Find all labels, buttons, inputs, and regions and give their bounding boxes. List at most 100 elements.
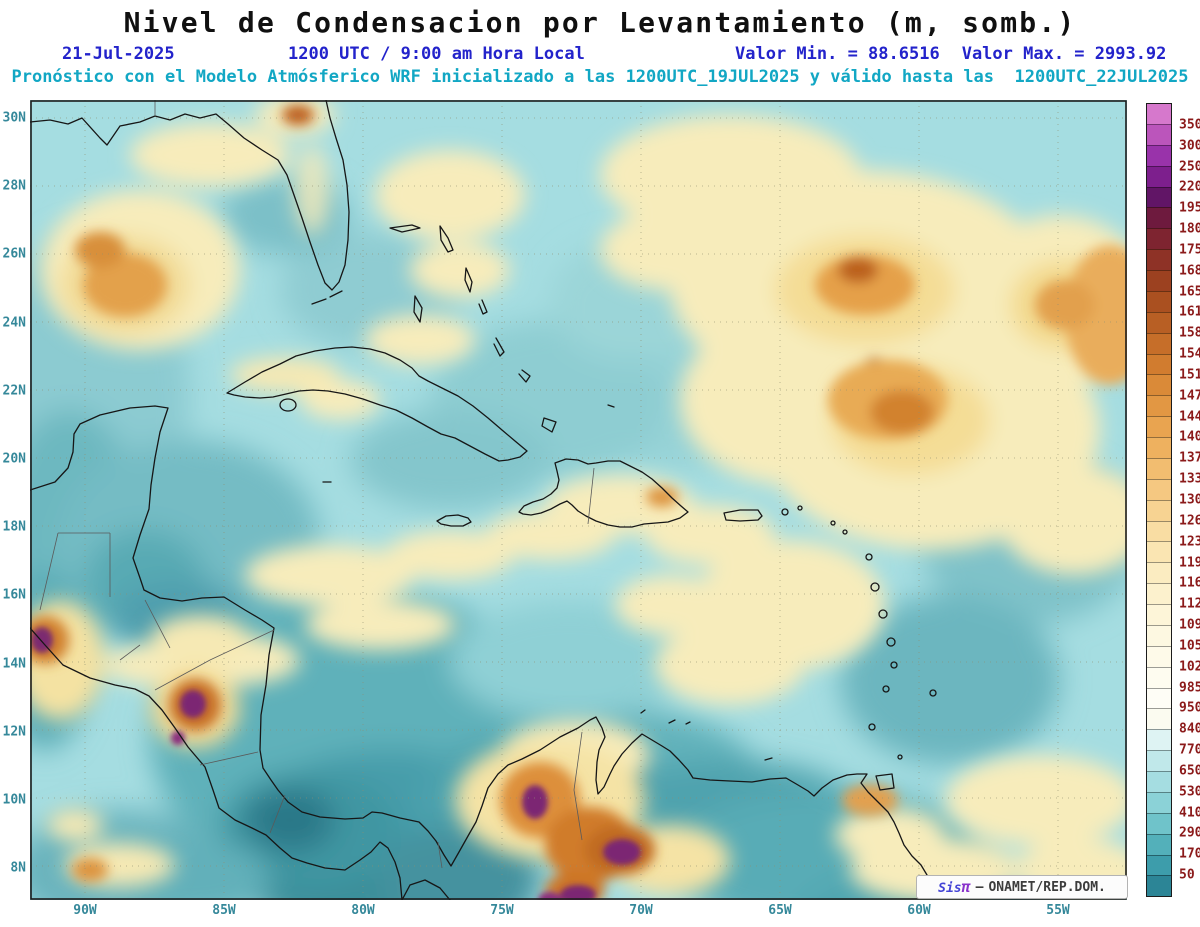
- colorbar-level-1545: 1545: [1179, 346, 1200, 362]
- sispi-logo: Sisπ: [938, 878, 971, 896]
- colorbar-level-1090: 1090: [1179, 617, 1200, 633]
- lat-label-20N: 20N: [2, 451, 26, 467]
- lat-label-28N: 28N: [2, 178, 26, 194]
- lat-label-18N: 18N: [2, 519, 26, 535]
- lon-label-70W: 70W: [629, 903, 653, 918]
- colorbar-segment-22: [1147, 562, 1171, 584]
- minmax-values: Valor Min. = 88.6516 Valor Max. = 2993.9…: [735, 44, 1166, 64]
- colorbar-level-2500: 2500: [1179, 159, 1200, 175]
- lat-axis-labels: 30N 28N 26N 24N 22N 20N 18N 16N 14N 12N 10N 8N: [0, 0, 28, 927]
- colorbar-level-1160: 1160: [1179, 575, 1200, 591]
- colorbar-segment-20: [1147, 520, 1171, 542]
- lat-label-10N: 10N: [2, 792, 26, 808]
- colorbar-level-650: 650: [1179, 763, 1200, 779]
- colorbar-level-1055: 1055: [1179, 638, 1200, 654]
- colorbar-segment-0: [1147, 104, 1171, 124]
- colorbar-level-1230: 1230: [1179, 534, 1200, 550]
- colorbar-segment-13: [1147, 374, 1171, 396]
- colorbar-segment-28: [1147, 687, 1171, 709]
- colorbar-segment-17: [1147, 457, 1171, 479]
- lat-label-22N: 22N: [2, 383, 26, 399]
- map-frame-border: [30, 100, 1127, 900]
- colorbar-level-1405: 1405: [1179, 429, 1200, 445]
- lon-label-60W: 60W: [907, 903, 931, 918]
- lon-label-90W: 90W: [73, 903, 97, 918]
- colorbar-level-170: 170: [1179, 846, 1200, 862]
- colorbar-segment-15: [1147, 416, 1171, 437]
- colorbar-segment-32: [1147, 771, 1171, 792]
- colorbar-segment-23: [1147, 583, 1171, 604]
- colorbar-level-1950: 1950: [1179, 200, 1200, 216]
- colorbar-level-1195: 1195: [1179, 555, 1200, 571]
- colorbar-segment-3: [1147, 165, 1171, 187]
- colorbar-segment-14: [1147, 395, 1171, 417]
- colorbar-level-770: 770: [1179, 742, 1200, 758]
- colorbar: [1146, 103, 1172, 897]
- colorbar-segment-12: [1147, 353, 1171, 375]
- colorbar-segment-5: [1147, 207, 1171, 229]
- colorbar-segment-19: [1147, 499, 1171, 521]
- colorbar-level-labels: 3500 3000 2500 2200 1950 1800 1750 1685 1650 1615…: [1179, 0, 1200, 927]
- colorbar-level-1615: 1615: [1179, 304, 1200, 320]
- colorbar-level-1580: 1580: [1179, 325, 1200, 341]
- colorbar-segment-6: [1147, 228, 1171, 250]
- colorbar-segment-1: [1147, 123, 1171, 145]
- watermark-separator: –: [975, 879, 984, 895]
- colorbar-level-840: 840: [1179, 721, 1200, 737]
- lon-label-80W: 80W: [351, 903, 375, 918]
- colorbar-level-290: 290: [1179, 825, 1200, 841]
- colorbar-segment-21: [1147, 541, 1171, 563]
- colorbar-segment-16: [1147, 437, 1171, 458]
- watermark-badge: Sisπ – ONAMET/REP.DOM.: [916, 875, 1128, 899]
- lat-label-24N: 24N: [2, 315, 26, 331]
- colorbar-segment-4: [1147, 186, 1171, 208]
- lon-label-65W: 65W: [768, 903, 792, 918]
- colorbar-level-530: 530: [1179, 784, 1200, 800]
- colorbar-segment-36: [1147, 854, 1171, 876]
- colorbar-level-1685: 1685: [1179, 263, 1200, 279]
- colorbar-segment-2: [1147, 144, 1171, 166]
- colorbar-segment-11: [1147, 332, 1171, 354]
- colorbar-segment-10: [1147, 311, 1171, 333]
- colorbar-level-1125: 1125: [1179, 596, 1200, 612]
- colorbar-level-985: 985: [1179, 680, 1200, 696]
- colorbar-level-1510: 1510: [1179, 367, 1200, 383]
- colorbar-segment-35: [1147, 833, 1171, 855]
- lon-label-85W: 85W: [212, 903, 236, 918]
- gridlines: [30, 100, 1127, 900]
- lat-label-12N: 12N: [2, 724, 26, 740]
- colorbar-level-1020: 1020: [1179, 659, 1200, 675]
- colorbar-segment-24: [1147, 604, 1171, 625]
- colorbar-segment-37: [1147, 875, 1171, 897]
- colorbar-level-1300: 1300: [1179, 492, 1200, 508]
- pi-symbol: π: [961, 878, 971, 896]
- valid-date: 21-Jul-2025: [62, 44, 175, 64]
- colorbar-level-3000: 3000: [1179, 138, 1200, 154]
- colorbar-segment-33: [1147, 791, 1171, 813]
- valid-time: 1200 UTC / 9:00 am Hora Local: [288, 44, 585, 64]
- map-canvas: [30, 100, 1127, 900]
- colorbar-level-1650: 1650: [1179, 284, 1200, 300]
- colorbar-segment-7: [1147, 249, 1171, 270]
- coastlines-layer: [30, 100, 937, 900]
- colorbar-level-3500: 3500: [1179, 117, 1200, 133]
- lat-label-14N: 14N: [2, 656, 26, 672]
- lat-label-8N: 8N: [10, 860, 26, 876]
- colorbar-segment-26: [1147, 645, 1171, 667]
- colorbar-level-1800: 1800: [1179, 221, 1200, 237]
- lat-label-30N: 30N: [2, 110, 26, 126]
- colorbar-level-1370: 1370: [1179, 450, 1200, 466]
- colorbar-segment-34: [1147, 812, 1171, 834]
- forecast-info-line: Pronóstico con el Modelo Atmósferico WRF…: [11, 67, 1189, 87]
- orange-core-layer: [30, 105, 1127, 900]
- lat-label-16N: 16N: [2, 587, 26, 603]
- colorbar-segment-9: [1147, 290, 1171, 312]
- colorbar-segment-25: [1147, 624, 1171, 646]
- colorbar-segment-31: [1147, 750, 1171, 771]
- colorbar-level-950: 950: [1179, 700, 1200, 716]
- value-min-label: Valor Min. = 88.6516: [735, 44, 940, 64]
- colorbar-level-1440: 1440: [1179, 409, 1200, 425]
- colorbar-segment-8: [1147, 270, 1171, 291]
- colorbar-segment-30: [1147, 729, 1171, 751]
- colorbar-level-410: 410: [1179, 805, 1200, 821]
